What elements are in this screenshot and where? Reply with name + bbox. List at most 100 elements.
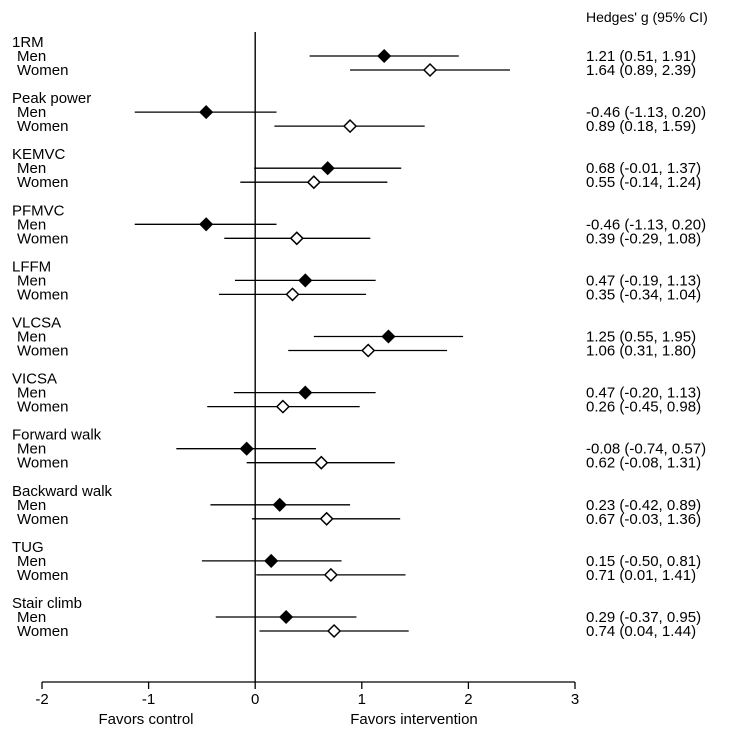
women-row: Women 0.26 (-0.45, 0.98) <box>17 399 701 416</box>
estimate-diamond-open <box>275 399 290 414</box>
estimate-diamond-open <box>289 231 304 246</box>
men-row: Men 1.21 (0.51, 1.91) <box>17 48 696 65</box>
row-label: Women <box>17 455 68 472</box>
row-label: Women <box>17 230 68 247</box>
ci-value-text: 1.06 (0.31, 1.80) <box>586 343 696 360</box>
estimate-diamond-filled <box>381 329 396 344</box>
group-title: PFMVC <box>12 202 65 219</box>
ci-value-text: 0.62 (-0.08, 1.31) <box>586 455 701 472</box>
row-label: Women <box>17 286 68 303</box>
estimate-diamond-filled <box>298 385 313 400</box>
x-tick-label: -2 <box>35 691 48 708</box>
ci-value-text: 0.47 (-0.20, 1.13) <box>586 385 701 402</box>
women-row: Women 0.35 (-0.34, 1.04) <box>17 286 701 303</box>
women-row: Women 1.64 (0.89, 2.39) <box>17 62 696 79</box>
estimate-diamond-open <box>306 175 321 190</box>
estimate-diamond-filled <box>239 441 254 456</box>
row-label: Men <box>17 441 46 458</box>
ci-value-text: 1.64 (0.89, 2.39) <box>586 62 696 79</box>
ci-value-text: -0.46 (-1.13, 0.20) <box>586 216 706 233</box>
men-row: Men 1.25 (0.55, 1.95) <box>17 329 696 346</box>
group-title: VLCSA <box>12 315 61 332</box>
row-label: Men <box>17 104 46 121</box>
men-row: Men -0.08 (-0.74, 0.57) <box>17 441 706 458</box>
ci-value-text: 0.68 (-0.01, 1.37) <box>586 160 701 177</box>
row-label: Women <box>17 118 68 135</box>
ci-value-text: 1.25 (0.55, 1.95) <box>586 329 696 346</box>
row-label: Men <box>17 329 46 346</box>
estimate-diamond-open <box>343 119 358 134</box>
group-title: 1RM <box>12 34 44 51</box>
ci-value-text: 0.71 (0.01, 1.41) <box>586 567 696 584</box>
row-label: Women <box>17 623 68 640</box>
men-row: Men -0.46 (-1.13, 0.20) <box>17 216 706 233</box>
estimate-diamond-filled <box>199 105 214 120</box>
x-tick-label: -1 <box>142 691 155 708</box>
ci-value-text: 0.35 (-0.34, 1.04) <box>586 286 701 303</box>
ci-value-text: 0.89 (0.18, 1.59) <box>586 118 696 135</box>
ci-value-text: 0.74 (0.04, 1.44) <box>586 623 696 640</box>
group-title: TUG <box>12 539 44 556</box>
men-row: Men 0.68 (-0.01, 1.37) <box>17 160 701 177</box>
estimate-diamond-filled <box>298 273 313 288</box>
group-title: VICSA <box>12 371 57 388</box>
women-row: Women 0.71 (0.01, 1.41) <box>17 567 696 584</box>
women-row: Women 0.55 (-0.14, 1.24) <box>17 174 701 191</box>
ci-value-text: 0.47 (-0.19, 1.13) <box>586 272 701 289</box>
estimate-diamond-filled <box>264 553 279 568</box>
women-row: Women 0.39 (-0.29, 1.08) <box>17 230 701 247</box>
group-title: Forward walk <box>12 427 102 444</box>
ci-value-text: -0.46 (-1.13, 0.20) <box>586 104 706 121</box>
group-title: KEMVC <box>12 146 66 163</box>
women-row: Women 0.67 (-0.03, 1.36) <box>17 511 701 528</box>
x-tick-label: 3 <box>571 691 579 708</box>
group-title: Peak power <box>12 90 91 107</box>
estimate-diamond-filled <box>377 48 392 64</box>
x-tick-label: 0 <box>251 691 259 708</box>
men-row: Men 0.29 (-0.37, 0.95) <box>17 609 701 626</box>
row-label: Women <box>17 511 68 528</box>
estimate-diamond-open <box>314 455 329 470</box>
estimate-diamond-filled <box>320 161 335 176</box>
favors-control-label: Favors control <box>98 711 193 728</box>
row-label: Men <box>17 385 46 402</box>
row-label: Men <box>17 553 46 570</box>
women-row: Women 1.06 (0.31, 1.80) <box>17 343 696 360</box>
row-label: Women <box>17 174 68 191</box>
row-label: Women <box>17 399 68 416</box>
estimate-diamond-open <box>327 623 342 639</box>
men-row: Men 0.47 (-0.20, 1.13) <box>17 385 701 402</box>
row-label: Women <box>17 62 68 79</box>
ci-column-header: Hedges' g (95% CI) <box>586 9 708 25</box>
men-row: Men 0.23 (-0.42, 0.89) <box>17 497 701 514</box>
row-label: Women <box>17 343 68 360</box>
estimate-diamond-filled <box>272 497 287 512</box>
women-row: Women 0.89 (0.18, 1.59) <box>17 118 696 135</box>
row-label: Men <box>17 216 46 233</box>
estimate-diamond-open <box>323 567 338 582</box>
row-label: Men <box>17 497 46 514</box>
women-row: Women 0.62 (-0.08, 1.31) <box>17 455 701 472</box>
men-row: Men 0.15 (-0.50, 0.81) <box>17 553 701 570</box>
estimate-diamond-filled <box>199 217 214 232</box>
estimate-diamond-open <box>361 343 376 358</box>
ci-value-text: 0.26 (-0.45, 0.98) <box>586 399 701 416</box>
row-label: Men <box>17 609 46 626</box>
ci-value-text: 0.29 (-0.37, 0.95) <box>586 609 701 626</box>
row-label: Men <box>17 272 46 289</box>
group-title: Stair climb <box>12 595 82 612</box>
ci-value-text: 0.15 (-0.50, 0.81) <box>586 553 701 570</box>
x-axis: -2 -1 0 1 2 3 <box>35 681 579 708</box>
men-row: Men -0.46 (-1.13, 0.20) <box>17 104 706 121</box>
ci-value-text: -0.08 (-0.74, 0.57) <box>586 441 706 458</box>
group-title: Backward walk <box>12 483 113 500</box>
